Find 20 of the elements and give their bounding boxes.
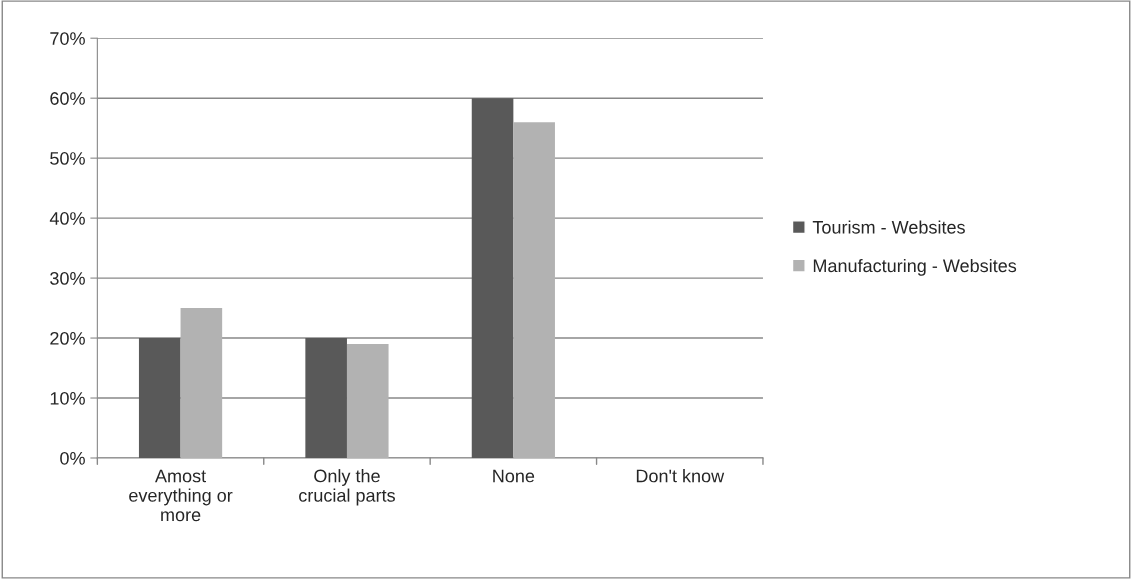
x-tick-label: Don't know (636, 469, 725, 483)
x-tick-label: Amost everything or more (129, 469, 233, 522)
y-tick-label: 20% (50, 331, 85, 345)
y-tick-label: 60% (50, 92, 85, 105)
y-tick-label: 10% (50, 391, 85, 405)
y-tick-label: 70% (50, 32, 85, 45)
y-tick-label: 0% (60, 451, 85, 465)
y-tick-label: 40% (49, 212, 85, 225)
bar (471, 98, 514, 458)
x-tick-label: None (493, 469, 535, 483)
bar (180, 308, 223, 458)
x-tick-label: Only the crucial parts (299, 469, 395, 506)
legend-label: Manufacturing - Websites (813, 258, 1017, 276)
bar (305, 338, 347, 458)
bar (138, 338, 181, 458)
legend-label: Tourism - Websites (812, 220, 965, 234)
y-tick-label: 30% (50, 272, 85, 285)
y-tick-label: 50% (50, 152, 85, 165)
bar (513, 122, 555, 458)
bar (346, 344, 389, 458)
